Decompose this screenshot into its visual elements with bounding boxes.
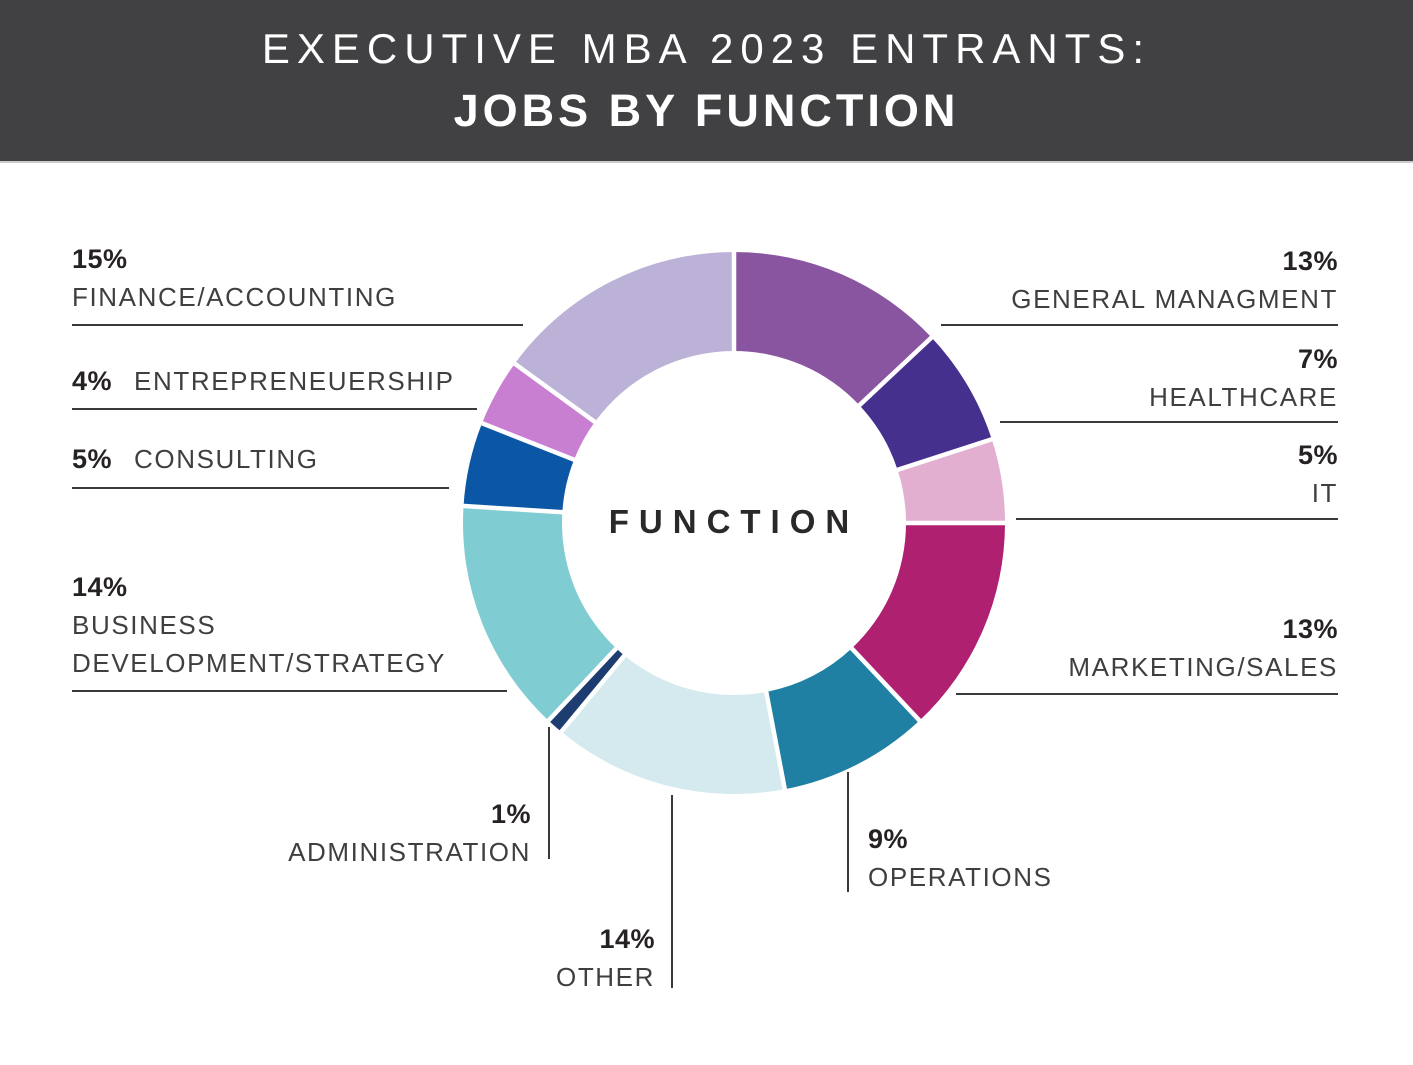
donut-slice-administration	[548, 648, 625, 732]
callout-label: MARKETING/SALES	[1068, 652, 1338, 682]
callout-finance-accounting: 15% FINANCE/ACCOUNTING	[72, 240, 523, 326]
callout-pct: 9%	[868, 824, 909, 854]
leader-line-other	[671, 795, 673, 988]
slice-separator	[557, 651, 629, 736]
callout-label: CONSULTING	[134, 444, 319, 474]
callout-label: ENTREPRENEUERSHIP	[134, 366, 455, 396]
title-line-2: JOBS BY FUNCTION	[453, 84, 960, 136]
callout-label: ADMINISTRATION	[288, 837, 531, 867]
slice-separator	[855, 333, 936, 409]
donut-slice-general-management	[734, 252, 932, 406]
callout-label: HEALTHCARE	[1149, 382, 1338, 412]
callout-label: IT	[1311, 478, 1338, 508]
donut-slice-consulting	[463, 423, 575, 513]
callout-general-management: 13% GENERAL MANAGMENT	[941, 242, 1338, 326]
slice-separator	[460, 503, 566, 515]
donut-center-label: FUNCTION	[608, 503, 860, 540]
donut-slice-business-development-strategy	[462, 505, 617, 721]
callout-consulting: 5% CONSULTING	[72, 440, 449, 489]
donut-slice-healthcare	[859, 337, 992, 470]
callout-label: FINANCE/ACCOUNTING	[72, 282, 397, 312]
callout-label: OTHER	[556, 962, 655, 992]
slice-separator	[511, 360, 599, 426]
donut-slice-operations	[766, 648, 920, 790]
slice-separator	[848, 644, 924, 725]
callout-pct: 13%	[1282, 246, 1338, 276]
callout-administration: 1% ADMINISTRATION	[231, 795, 531, 871]
callout-pct: 15%	[72, 244, 128, 274]
callout-pct: 14%	[72, 572, 128, 602]
slice-separator	[544, 644, 620, 725]
callout-pct: 5%	[1297, 440, 1338, 470]
callout-label: OPERATIONS	[868, 862, 1053, 892]
callout-it: 5% IT	[1016, 436, 1338, 520]
donut-slice-finance-accounting	[514, 252, 734, 422]
callout-pct: 13%	[1282, 614, 1338, 644]
slice-separator	[894, 436, 996, 473]
callout-pct: 4%	[72, 366, 113, 396]
callout-pct: 1%	[490, 799, 531, 829]
donut-slice-entrepreneurship	[482, 363, 595, 460]
leader-line-operations	[847, 772, 849, 892]
callout-label-line-1: BUSINESS	[72, 610, 217, 640]
callout-pct: 5%	[72, 444, 113, 474]
callout-healthcare: 7% HEALTHCARE	[1000, 340, 1338, 423]
callout-pct: 14%	[599, 924, 655, 954]
header-band: EXECUTIVE MBA 2023 ENTRANTS: JOBS BY FUN…	[0, 0, 1413, 163]
donut-slice-other	[561, 655, 785, 794]
donut-slice-marketing-sales	[851, 523, 1005, 721]
callout-label: GENERAL MANAGMENT	[1011, 284, 1338, 314]
callout-business-development-strategy: 14% BUSINESS DEVELOPMENT/STRATEGY	[72, 568, 507, 692]
callout-operations: 9% OPERATIONS	[868, 820, 1053, 896]
callout-label-line-2: DEVELOPMENT/STRATEGY	[72, 648, 446, 678]
callout-pct: 7%	[1297, 344, 1338, 374]
donut-slice-it	[897, 439, 1005, 523]
slice-separator	[763, 688, 788, 793]
title-line-1: EXECUTIVE MBA 2023 ENTRANTS:	[261, 24, 1152, 72]
callout-marketing-sales: 13% MARKETING/SALES	[956, 610, 1338, 695]
slice-separator	[478, 420, 578, 463]
callout-entrepreneurship: 4% ENTREPRENEUERSHIP	[72, 362, 477, 410]
callout-other: 14% OTHER	[395, 920, 655, 996]
leader-line-administration	[548, 727, 550, 859]
